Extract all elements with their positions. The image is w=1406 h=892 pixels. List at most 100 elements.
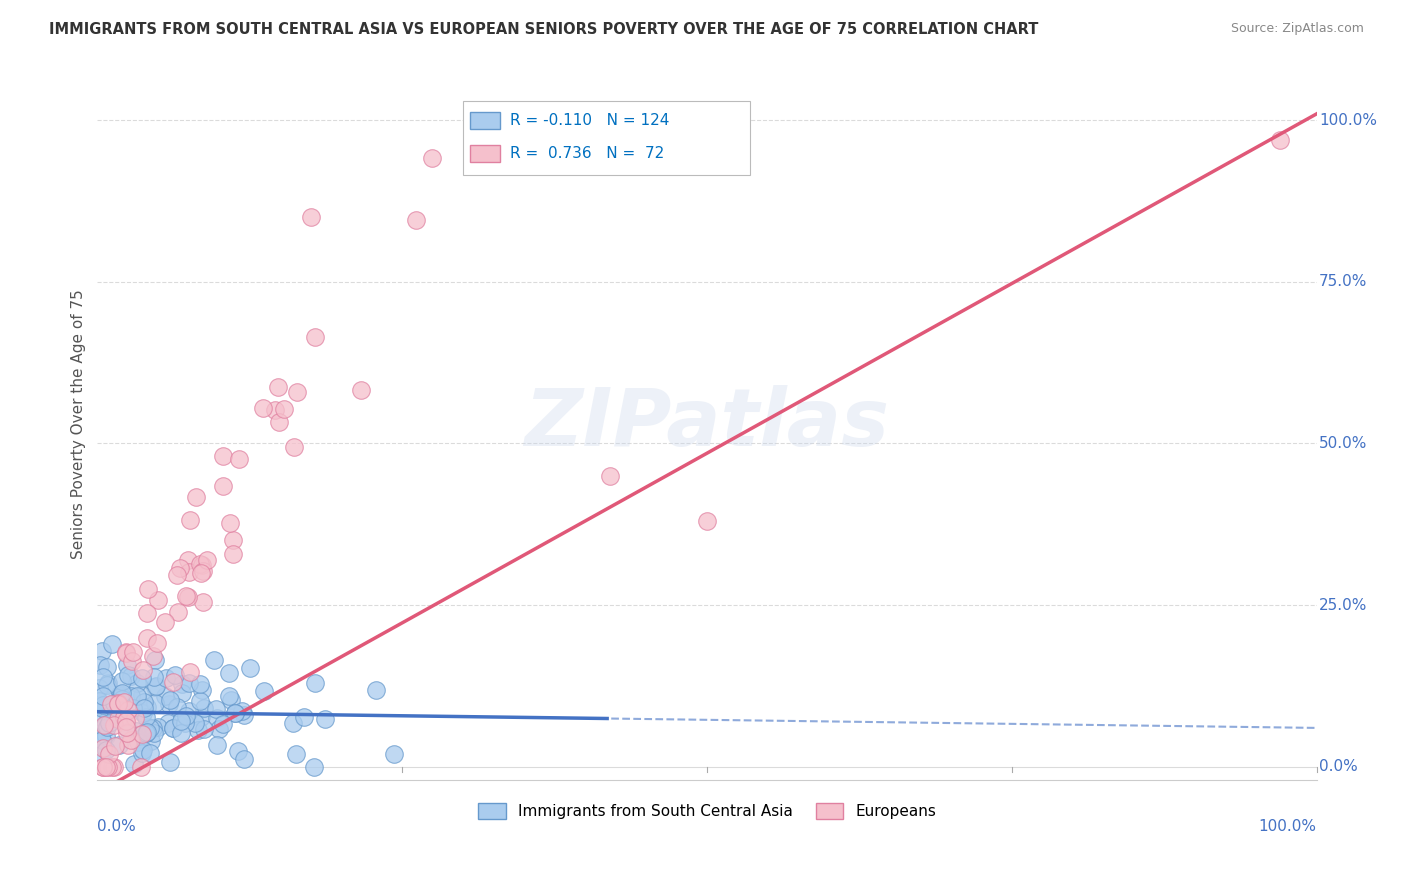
Point — [100, 697, 122, 711]
Point — [157, 697, 180, 711]
Point — [233, 752, 256, 766]
Point — [205, 702, 228, 716]
Point — [218, 665, 240, 680]
Point — [125, 676, 148, 690]
Point — [170, 686, 193, 700]
Point — [208, 722, 231, 736]
Point — [115, 658, 138, 673]
Point — [103, 717, 125, 731]
Point — [170, 726, 193, 740]
Point — [228, 452, 250, 467]
Y-axis label: Seniors Poverty Over the Age of 75: Seniors Poverty Over the Age of 75 — [72, 289, 86, 559]
Point — [190, 566, 212, 580]
Point — [136, 582, 159, 596]
Point — [166, 700, 188, 714]
Point — [218, 690, 240, 704]
Point — [212, 717, 235, 731]
Point — [231, 704, 253, 718]
Point — [105, 708, 128, 723]
Point — [115, 646, 138, 660]
Point — [202, 653, 225, 667]
FancyBboxPatch shape — [463, 101, 749, 175]
Point — [132, 706, 155, 720]
Point — [222, 547, 245, 561]
Point — [142, 648, 165, 663]
Point — [226, 744, 249, 758]
Point — [91, 644, 114, 658]
Point — [131, 727, 153, 741]
Point — [112, 695, 135, 709]
Point — [125, 724, 148, 739]
Point — [157, 716, 180, 731]
Point — [108, 738, 131, 752]
Point — [90, 732, 112, 747]
Point — [90, 710, 112, 724]
Point — [273, 402, 295, 417]
Point — [174, 709, 197, 723]
Point — [146, 636, 169, 650]
Point — [159, 692, 181, 706]
Point — [190, 710, 212, 724]
Point — [382, 747, 405, 761]
Point — [283, 440, 305, 454]
Point — [111, 674, 134, 689]
Point — [1270, 133, 1292, 147]
Point — [224, 706, 246, 721]
Text: 100.0%: 100.0% — [1258, 819, 1317, 834]
Point — [90, 701, 112, 715]
Point — [98, 716, 121, 731]
Point — [112, 710, 135, 724]
Point — [97, 710, 120, 724]
Point — [188, 676, 211, 690]
Point — [190, 694, 212, 708]
Point — [134, 701, 156, 715]
Point — [90, 729, 112, 743]
Point — [101, 637, 124, 651]
Point — [132, 695, 155, 709]
Point — [131, 671, 153, 685]
Point — [131, 688, 153, 702]
Point — [169, 714, 191, 728]
Point — [172, 711, 194, 725]
Point — [89, 681, 111, 695]
Point — [212, 450, 235, 464]
Point — [100, 760, 122, 774]
Point — [115, 721, 138, 735]
Point — [145, 696, 167, 710]
Point — [366, 682, 388, 697]
Point — [107, 698, 129, 712]
Point — [264, 402, 287, 417]
Point — [195, 553, 218, 567]
Point — [111, 692, 134, 706]
Point — [145, 679, 167, 693]
Point — [219, 693, 242, 707]
Point — [139, 721, 162, 735]
Text: R = -0.110   N = 124: R = -0.110 N = 124 — [509, 113, 669, 128]
Point — [177, 675, 200, 690]
Point — [599, 468, 621, 483]
Point — [142, 722, 165, 736]
Text: 100.0%: 100.0% — [1319, 112, 1378, 128]
Point — [142, 670, 165, 684]
Point — [239, 661, 262, 675]
Point — [96, 660, 118, 674]
Point — [136, 720, 159, 734]
Point — [93, 717, 115, 731]
Point — [90, 731, 112, 746]
Point — [191, 558, 214, 572]
Point — [184, 490, 207, 504]
Point — [292, 710, 315, 724]
Point — [91, 746, 114, 760]
Point — [122, 645, 145, 659]
Point — [190, 682, 212, 697]
Point — [222, 533, 245, 547]
Point — [96, 720, 118, 734]
Point — [122, 701, 145, 715]
Point — [122, 757, 145, 772]
Point — [304, 676, 326, 690]
Point — [110, 688, 132, 702]
Point — [103, 697, 125, 711]
Point — [177, 565, 200, 579]
Point — [127, 734, 149, 748]
Point — [252, 684, 274, 698]
